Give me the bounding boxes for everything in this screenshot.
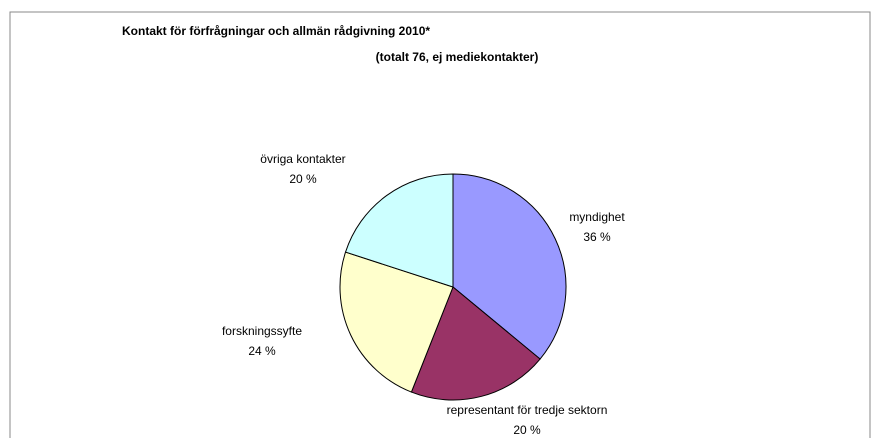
pie-slice xyxy=(452,173,567,360)
slice-label: myndighet xyxy=(569,210,625,224)
slice-label: forskningssyfte xyxy=(222,324,302,338)
slice-label: övriga kontakter xyxy=(260,152,345,166)
slice-value-label: 36 % xyxy=(583,230,611,244)
slice-value-label: 20 % xyxy=(289,172,317,186)
slice-label: representant för tredje sektorn xyxy=(447,403,608,417)
slice-value-label: 20 % xyxy=(513,423,541,437)
pie-slice xyxy=(344,173,454,288)
chart-subtitle: (totalt 76, ej mediekontakter) xyxy=(376,50,539,64)
slice-value-label: 24 % xyxy=(248,344,276,358)
pie-slice xyxy=(410,286,541,401)
pie-slice xyxy=(339,251,454,393)
chart-title: Kontakt för förfrågningar och allmän råd… xyxy=(122,24,430,38)
